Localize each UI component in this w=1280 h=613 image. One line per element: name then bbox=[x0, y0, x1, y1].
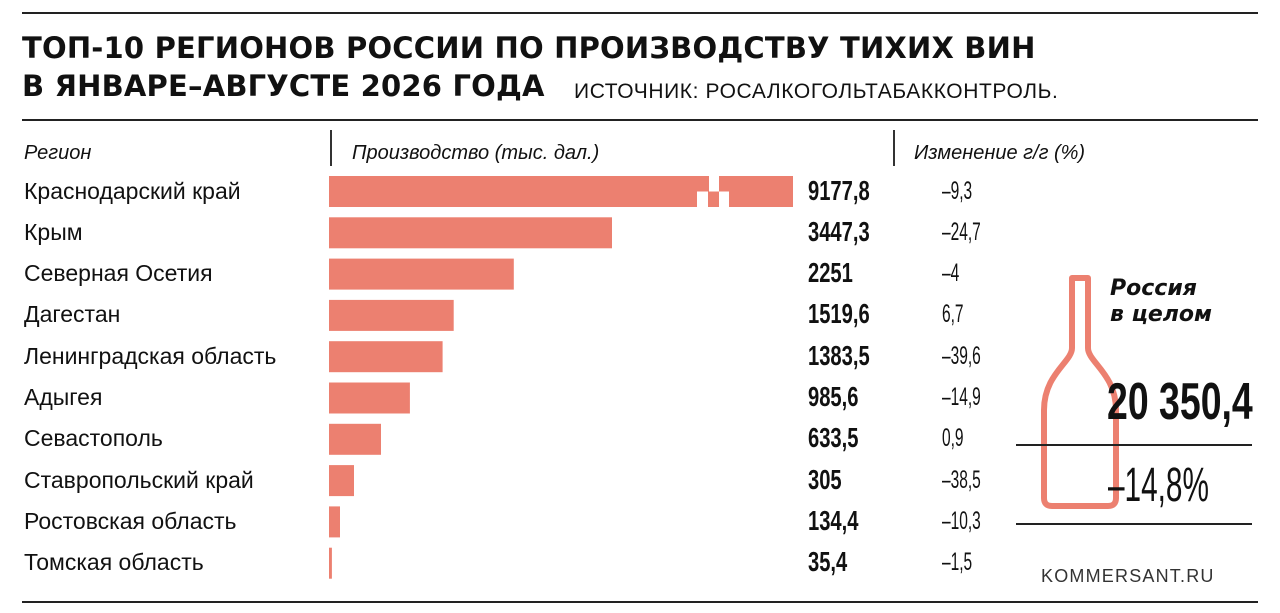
brand-logo-text: KOMMERSANT.RU bbox=[1041, 566, 1215, 586]
bar-value-label: 305 bbox=[808, 463, 842, 495]
region-label: Севастополь bbox=[24, 425, 163, 452]
change-value-label: –9,3 bbox=[942, 176, 973, 205]
region-label: Адыгея bbox=[24, 384, 103, 410]
change-value-label: –10,3 bbox=[942, 506, 981, 535]
bar bbox=[329, 341, 443, 373]
bar bbox=[329, 423, 381, 455]
header-rule bbox=[22, 119, 1258, 121]
change-value-label: 0,9 bbox=[942, 424, 964, 453]
axis-break-mark bbox=[697, 191, 708, 207]
bar-value-label: 35,4 bbox=[808, 546, 848, 578]
region-label: Краснодарский край bbox=[24, 177, 241, 204]
axis-break-mark bbox=[709, 176, 719, 192]
bar-value-label: 3447,3 bbox=[808, 215, 870, 247]
total-label-line1: Россия bbox=[1110, 276, 1197, 301]
change-value-label: –24,7 bbox=[942, 217, 981, 246]
bar-value-label: 134,4 bbox=[808, 504, 859, 536]
change-value-label: –1,5 bbox=[942, 548, 973, 577]
source-note: ИСТОЧНИК: РОСАЛКОГОЛЬТАБАККОНТРОЛЬ. bbox=[574, 80, 1059, 103]
wine-bottle-icon bbox=[1041, 275, 1119, 509]
chart-title-line1: ТОП-10 РЕГИОНОВ РОССИИ ПО ПРОИЗВОДСТВУ Т… bbox=[22, 31, 1036, 65]
total-label: Россия в целом bbox=[1110, 276, 1212, 328]
region-label: Ленинградская область bbox=[24, 342, 277, 369]
region-label: Крым bbox=[24, 218, 83, 245]
total-change: –14,8% bbox=[1108, 459, 1209, 512]
column-separator bbox=[893, 130, 895, 166]
bar bbox=[329, 299, 454, 331]
bar bbox=[329, 382, 410, 414]
total-rule-lower bbox=[1016, 523, 1252, 525]
bar bbox=[329, 465, 354, 497]
region-label: Ставропольский край bbox=[24, 466, 254, 493]
bar-value-label: 633,5 bbox=[808, 422, 859, 454]
region-label: Томская область bbox=[24, 549, 204, 576]
change-value-label: –38,5 bbox=[942, 465, 981, 494]
change-value-label: –39,6 bbox=[942, 341, 981, 370]
axis-break-mark bbox=[719, 191, 729, 207]
column-header-region: Регион bbox=[24, 142, 92, 164]
bottom-rule bbox=[22, 601, 1258, 603]
bar bbox=[329, 547, 332, 579]
column-header-production: Производство (тыс. дал.) bbox=[352, 142, 600, 164]
change-value-label: 6,7 bbox=[942, 300, 964, 329]
column-separator bbox=[330, 130, 332, 166]
total-rule-upper bbox=[1016, 444, 1252, 446]
column-header-change: Изменение г/г (%) bbox=[914, 142, 1086, 164]
top-rule bbox=[22, 12, 1258, 14]
bar bbox=[329, 217, 612, 249]
change-value-label: –14,9 bbox=[942, 383, 981, 411]
region-label: Дагестан bbox=[24, 301, 121, 328]
bar-value-label: 9177,8 bbox=[808, 174, 870, 206]
region-label: Ростовская область bbox=[24, 507, 237, 534]
bar bbox=[329, 258, 514, 290]
region-label: Северная Осетия bbox=[24, 260, 213, 287]
bar-value-label: 985,6 bbox=[808, 381, 859, 412]
change-value-label: –4 bbox=[942, 259, 960, 288]
total-value: 20 350,4 bbox=[1107, 373, 1253, 431]
bar bbox=[329, 506, 340, 538]
bar-value-label: 1519,6 bbox=[808, 298, 870, 330]
total-label-line2: в целом bbox=[1110, 302, 1213, 327]
bar-value-label: 2251 bbox=[808, 257, 853, 289]
chart-title-line2: В ЯНВАРЕ–АВГУСТЕ 2026 ГОДА bbox=[22, 69, 545, 103]
bar-value-label: 1383,5 bbox=[808, 339, 870, 371]
